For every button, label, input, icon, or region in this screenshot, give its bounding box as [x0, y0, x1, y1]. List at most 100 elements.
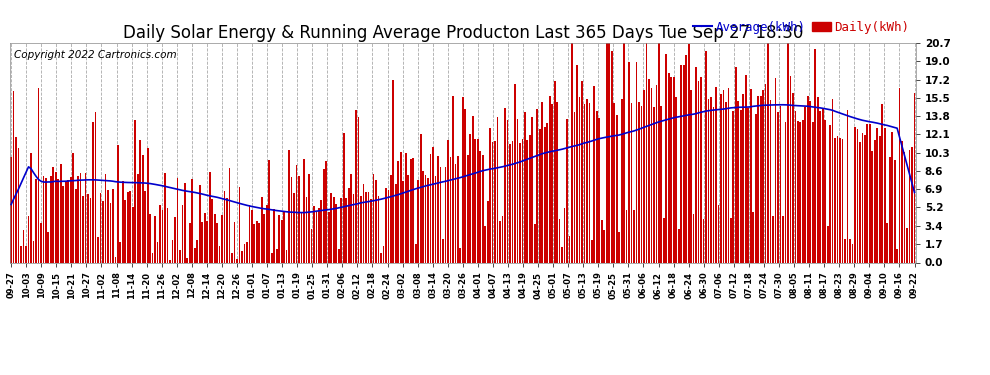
Bar	[286, 249, 287, 262]
Bar	[360, 196, 362, 262]
Bar	[261, 197, 262, 262]
Bar	[288, 150, 290, 262]
Bar	[449, 157, 451, 262]
Bar	[641, 106, 643, 262]
Bar	[874, 140, 876, 262]
Bar	[328, 212, 330, 262]
Bar	[578, 97, 580, 262]
Bar	[830, 124, 831, 262]
Bar	[445, 167, 446, 262]
Bar	[132, 207, 134, 262]
Bar	[759, 96, 761, 262]
Bar	[199, 185, 201, 262]
Bar	[764, 84, 766, 262]
Bar	[92, 122, 94, 262]
Bar	[120, 242, 121, 262]
Bar	[57, 179, 59, 262]
Bar	[889, 157, 891, 262]
Bar	[273, 209, 275, 262]
Bar	[85, 173, 86, 262]
Bar	[700, 77, 702, 262]
Bar	[454, 164, 456, 262]
Bar	[154, 216, 156, 262]
Bar	[60, 164, 61, 262]
Bar	[509, 144, 511, 262]
Bar	[693, 214, 695, 262]
Bar	[105, 174, 106, 262]
Bar	[400, 152, 402, 262]
Bar	[861, 133, 863, 262]
Bar	[710, 98, 712, 262]
Bar	[107, 190, 109, 262]
Bar	[864, 135, 865, 262]
Bar	[690, 90, 692, 262]
Bar	[415, 244, 417, 262]
Bar	[33, 241, 35, 262]
Bar	[835, 138, 836, 262]
Bar	[95, 112, 96, 262]
Bar	[117, 145, 119, 262]
Bar	[876, 128, 878, 262]
Bar	[534, 224, 536, 262]
Bar	[849, 239, 850, 262]
Bar	[733, 111, 735, 262]
Bar	[115, 257, 116, 262]
Bar	[822, 109, 824, 262]
Bar	[487, 201, 488, 262]
Bar	[239, 188, 241, 262]
Bar	[62, 186, 64, 262]
Bar	[365, 192, 367, 262]
Bar	[291, 177, 292, 262]
Bar	[484, 226, 486, 262]
Bar	[795, 111, 796, 262]
Bar	[626, 210, 628, 262]
Bar	[425, 175, 427, 262]
Bar	[891, 132, 893, 262]
Bar	[472, 116, 473, 262]
Bar	[135, 120, 136, 262]
Bar	[837, 135, 839, 262]
Bar	[740, 110, 742, 262]
Bar	[614, 104, 615, 262]
Bar	[749, 89, 751, 262]
Bar	[266, 205, 267, 262]
Bar	[469, 134, 471, 262]
Bar	[708, 99, 710, 262]
Bar	[588, 103, 590, 262]
Bar	[308, 174, 310, 262]
Bar	[462, 97, 463, 262]
Bar	[145, 191, 147, 262]
Bar	[680, 65, 682, 262]
Bar	[742, 94, 744, 262]
Bar	[489, 128, 491, 262]
Bar	[377, 196, 379, 262]
Bar	[166, 208, 168, 262]
Bar	[251, 210, 252, 262]
Bar	[181, 205, 183, 262]
Bar	[331, 193, 333, 262]
Bar	[204, 213, 206, 262]
Bar	[336, 204, 338, 262]
Title: Daily Solar Energy & Running Average Producton Last 365 Days Tue Sep 27 18:30: Daily Solar Energy & Running Average Pro…	[123, 24, 803, 42]
Bar	[482, 154, 483, 262]
Bar	[10, 157, 12, 262]
Bar	[357, 117, 359, 262]
Bar	[769, 100, 771, 262]
Bar	[720, 94, 722, 262]
Bar	[713, 107, 715, 262]
Bar	[529, 135, 531, 262]
Bar	[464, 108, 466, 262]
Bar	[306, 197, 307, 262]
Bar	[347, 188, 349, 262]
Bar	[256, 222, 257, 262]
Bar	[457, 156, 458, 262]
Bar	[899, 88, 901, 262]
Bar	[100, 194, 101, 262]
Bar	[242, 251, 243, 262]
Bar	[52, 166, 54, 262]
Bar	[757, 96, 759, 262]
Bar	[738, 101, 740, 262]
Bar	[812, 122, 814, 262]
Bar	[901, 141, 903, 262]
Bar	[201, 222, 203, 262]
